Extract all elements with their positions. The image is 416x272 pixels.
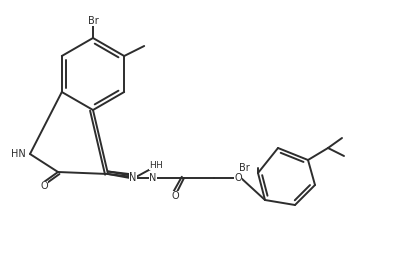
Text: N: N: [129, 172, 137, 182]
Text: H: H: [155, 160, 161, 169]
Text: Br: Br: [239, 163, 250, 173]
Text: O: O: [40, 181, 48, 191]
Text: N: N: [149, 173, 157, 183]
Text: N: N: [129, 173, 137, 183]
Text: H: H: [150, 160, 156, 169]
Text: O: O: [171, 191, 179, 201]
Text: HN: HN: [11, 149, 26, 159]
Text: O: O: [234, 173, 242, 183]
Text: Br: Br: [88, 16, 98, 26]
